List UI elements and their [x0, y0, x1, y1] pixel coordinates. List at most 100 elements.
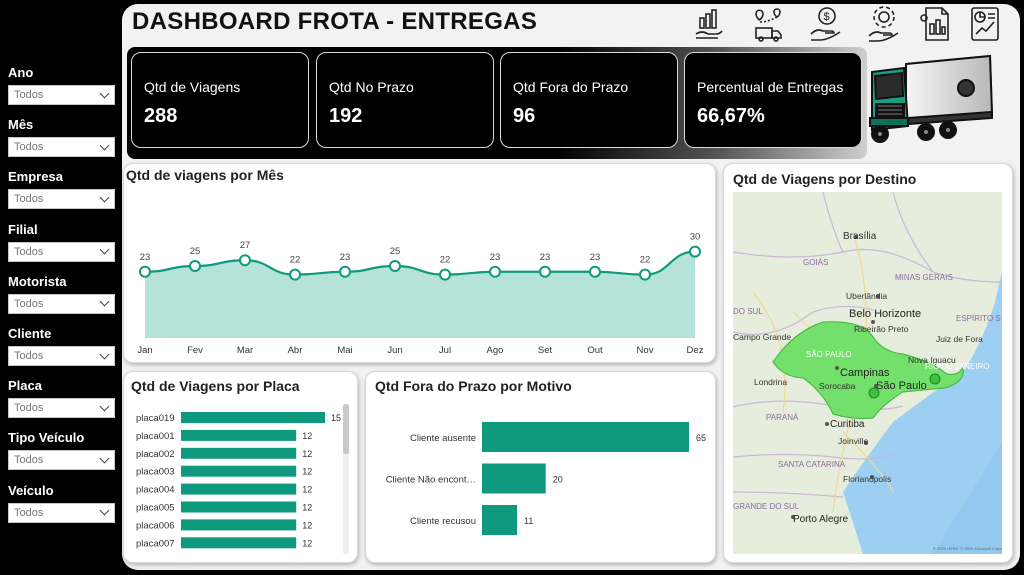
- reason-bar[interactable]: [482, 422, 689, 452]
- destination-map[interactable]: Brasília GOIÁS MINAS GERAIS Uberlândia Belo …: [733, 192, 1002, 554]
- chevron-down-icon: [99, 505, 110, 516]
- filter-dropdown[interactable]: Todos: [8, 293, 115, 314]
- reason-category-label: Cliente Não encont…: [386, 475, 476, 486]
- filter-m-s: Mês Todos: [8, 117, 116, 158]
- reason-value-label: 11: [524, 516, 533, 526]
- monthly-data-label: 23: [540, 252, 551, 263]
- monthly-data-point[interactable]: [189, 260, 201, 272]
- plate-value-label: 15: [331, 413, 341, 423]
- plate-bar[interactable]: [181, 465, 297, 477]
- chevron-down-icon: [99, 401, 110, 412]
- payment-hand-icon[interactable]: $: [808, 4, 844, 44]
- destination-map-title: Qtd de Viagens por Destino: [733, 171, 917, 187]
- kpi-value: 288: [144, 105, 178, 127]
- kpi-label: Qtd Fora do Prazo: [513, 79, 629, 95]
- reason-bar[interactable]: [482, 463, 546, 494]
- chevron-down-icon: [99, 140, 110, 151]
- reason-bar[interactable]: [482, 505, 518, 535]
- monthly-x-tick-label: Jul: [439, 345, 451, 356]
- filter-dropdown[interactable]: Todos: [8, 398, 115, 419]
- monthly-data-point[interactable]: [239, 254, 251, 267]
- plate-bar[interactable]: [181, 501, 297, 513]
- plate-scrollbar-track[interactable]: [343, 454, 349, 554]
- monthly-data-point[interactable]: [289, 268, 301, 281]
- filter-selected-value: Todos: [14, 141, 44, 154]
- map-place-label: © 2023 HERE, © 2023 Microsoft Corporatio…: [933, 546, 1002, 551]
- monthly-data-point[interactable]: [439, 268, 451, 281]
- filter-dropdown[interactable]: Todos: [8, 137, 115, 158]
- monthly-x-tick-label: Nov: [637, 345, 654, 356]
- filter-label: Placa: [8, 378, 42, 394]
- monthly-data-point[interactable]: [389, 260, 401, 272]
- filter-dropdown[interactable]: Todos: [8, 346, 115, 366]
- plate-bar[interactable]: [181, 483, 297, 495]
- service-gear-icon[interactable]: [866, 4, 902, 44]
- map-place-label: MINAS GERAIS: [895, 273, 953, 282]
- filter-selected-value: Todos: [14, 245, 44, 258]
- plate-value-label: 12: [302, 431, 312, 441]
- monthly-data-label: 25: [190, 246, 201, 257]
- plate-trips-chart: placa019 15 placa001 12 placa002 12 placa003 12…: [136, 404, 349, 554]
- filter-selected-value: Todos: [14, 506, 44, 519]
- monthly-data-label: 23: [590, 252, 601, 263]
- map-place-label: Londrina: [754, 377, 787, 387]
- kpi-card: Qtd No Prazo 192: [316, 52, 494, 148]
- plate-category-label: placa006: [136, 520, 175, 531]
- filter-dropdown[interactable]: Todos: [8, 189, 115, 210]
- monthly-data-point[interactable]: [539, 265, 551, 278]
- monthly-data-point[interactable]: [689, 245, 701, 258]
- monthly-data-point[interactable]: [139, 265, 151, 278]
- reason-value-label: 20: [553, 475, 563, 485]
- filter-label: Tipo Veículo: [8, 430, 85, 446]
- monthly-x-tick-label: Abr: [288, 345, 303, 356]
- filter-dropdown[interactable]: Todos: [8, 241, 115, 262]
- filter-dropdown[interactable]: Todos: [8, 85, 115, 105]
- filter-ve-culo: Veículo Todos: [8, 483, 116, 523]
- monthly-data-point[interactable]: [589, 265, 601, 278]
- filter-dropdown[interactable]: Todos: [8, 502, 115, 523]
- chevron-down-icon: [99, 88, 110, 98]
- plate-bar[interactable]: [181, 429, 297, 441]
- monthly-data-point[interactable]: [339, 265, 351, 278]
- finance-growth-icon[interactable]: [692, 4, 728, 44]
- map-place-label: Joinville: [838, 436, 869, 446]
- filter-selected-value: Todos: [14, 454, 44, 467]
- filter-label: Cliente: [8, 326, 52, 341]
- monthly-x-tick-label: Set: [538, 345, 553, 356]
- map-place-label: São Paulo: [876, 380, 927, 392]
- plate-bar[interactable]: [181, 519, 297, 531]
- reason-late-title: Qtd Fora do Prazo por Motivo: [375, 378, 572, 394]
- delivery-route-icon[interactable]: [750, 4, 786, 44]
- filter-selected-value: Todos: [14, 350, 44, 362]
- plate-category-label: placa007: [136, 538, 175, 549]
- monthly-data-point[interactable]: [639, 268, 651, 281]
- map-place-label: Sorocaba: [819, 381, 856, 391]
- monthly-data-point[interactable]: [489, 265, 501, 278]
- plate-bar[interactable]: [181, 447, 297, 459]
- plate-scrollbar[interactable]: [343, 404, 349, 454]
- monthly-x-tick-label: Out: [587, 345, 603, 356]
- kpi-value: 192: [329, 105, 363, 127]
- plate-bar[interactable]: [181, 537, 297, 549]
- plate-bar[interactable]: [181, 412, 325, 423]
- chevron-down-icon: [99, 453, 110, 464]
- filter-label: Mês: [8, 117, 34, 133]
- map-place-label: Campinas: [840, 367, 890, 379]
- plate-category-label: placa003: [136, 467, 175, 478]
- monthly-x-tick-label: Jun: [387, 345, 402, 356]
- monthly-x-tick-label: Mar: [237, 345, 253, 356]
- filter-label: Filial: [8, 221, 38, 237]
- filter-placa: Placa Todos: [8, 378, 116, 419]
- monthly-data-label: 22: [640, 255, 651, 266]
- map-place-label: GRANDE DO SUL: [733, 502, 800, 511]
- filter-selected-value: Todos: [14, 402, 44, 415]
- analytics-chart-icon[interactable]: [966, 4, 1002, 44]
- chevron-down-icon: [99, 244, 110, 255]
- map-place-label: Curitiba: [830, 419, 865, 430]
- report-document-icon[interactable]: [918, 4, 954, 44]
- plate-value-label: 12: [302, 467, 312, 477]
- filter-dropdown[interactable]: Todos: [8, 450, 115, 471]
- plate-value-label: 12: [302, 538, 312, 548]
- plate-category-label: placa004: [136, 485, 175, 496]
- monthly-data-label: 22: [440, 255, 451, 266]
